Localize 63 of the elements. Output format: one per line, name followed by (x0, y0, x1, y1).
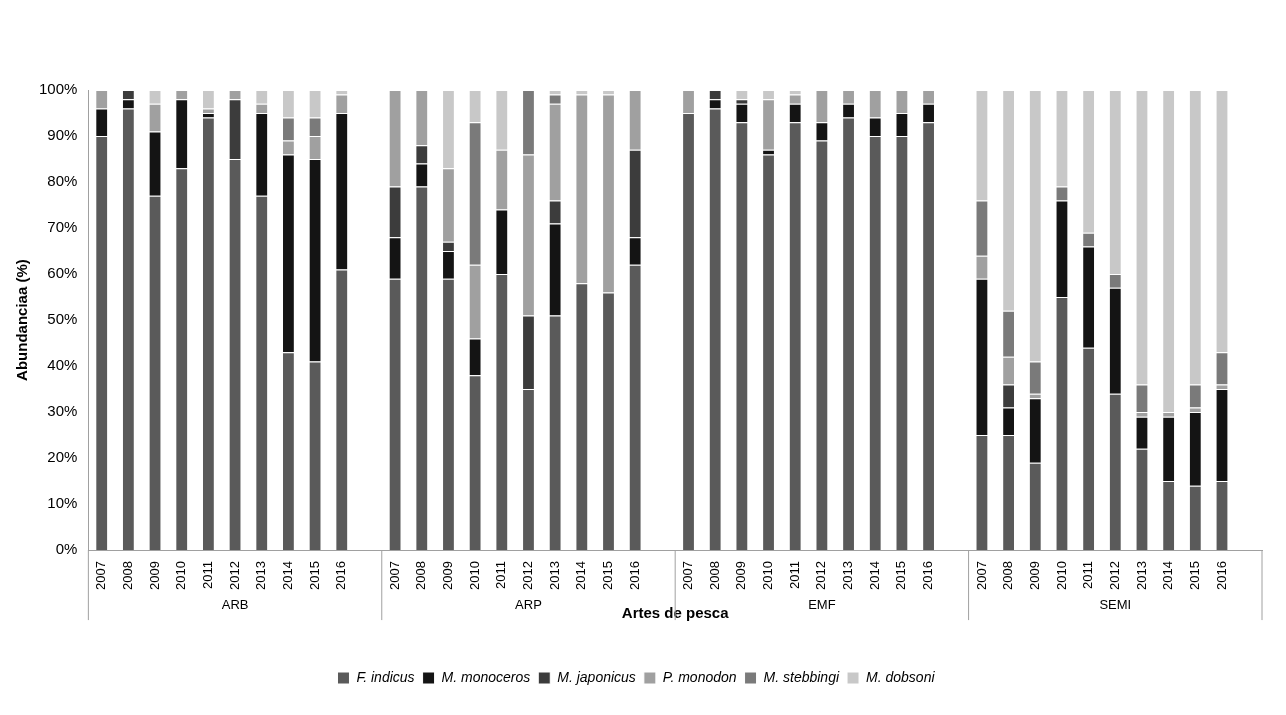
x-tick-label: 2007 (386, 561, 402, 590)
x-tick-label: 2012 (520, 561, 536, 590)
x-tick-label: 2016 (920, 561, 936, 590)
x-tick-label: 2008 (1000, 561, 1016, 590)
legend-label: M. monoceros (441, 668, 531, 685)
x-tick-label: 2014 (279, 561, 295, 590)
x-tick-label: 2015 (1186, 561, 1202, 590)
x-tick-label: 2008 (413, 561, 429, 590)
x-tick-label: 2015 (306, 561, 322, 590)
x-tick-label: 2016 (626, 561, 642, 590)
y-tick-label: 10% (47, 494, 78, 512)
legend-label: M. japonicus (557, 668, 636, 685)
x-tick-label: 2012 (1106, 561, 1122, 590)
y-axis-title: Abundanciaa (%) (13, 259, 31, 381)
x-tick-label: 2007 (973, 561, 989, 590)
text: EMF (808, 596, 836, 612)
text: ARB (221, 596, 249, 612)
x-tick-label: 2013 (1133, 561, 1149, 590)
x-tick-label: 2012 (226, 561, 242, 590)
y-tick-label: 70% (47, 218, 78, 236)
x-tick-label: 2007 (93, 561, 109, 590)
x-tick-label: 2010 (173, 561, 189, 590)
x-tick-label: 2009 (1026, 561, 1042, 590)
x-tick-label: 2014 (573, 561, 589, 590)
x-tick-label: 2011 (199, 561, 215, 590)
x-tick-label: 2011 (493, 561, 509, 590)
y-tick-label: 100% (38, 80, 78, 98)
x-tick-label: 2013 (546, 561, 562, 590)
x-tick-label: 2015 (600, 561, 616, 590)
legend-label: M. dobsoni (866, 668, 936, 685)
x-tick-label: 2014 (1160, 561, 1176, 590)
x-tick-label: 2010 (760, 561, 776, 590)
x-tick-label: 2013 (253, 561, 269, 590)
y-tick-label: 30% (47, 402, 78, 420)
x-tick-label: 2010 (1053, 561, 1069, 590)
x-tick-label: 2008 (119, 561, 135, 590)
y-tick-label: 90% (47, 126, 78, 144)
legend-label: F. indicus (356, 668, 415, 685)
x-tick-label: 2007 (680, 561, 696, 590)
legend-label: M. stebbingi (763, 668, 840, 685)
x-tick-label: 2011 (786, 561, 802, 590)
y-tick-label: 0% (55, 540, 78, 558)
text: SEMI (1099, 596, 1132, 612)
x-tick-label: 2010 (466, 561, 482, 590)
y-tick-label: 20% (47, 448, 78, 466)
x-tick-label: 2016 (333, 561, 349, 590)
x-axis-title: Artes de pesca (621, 604, 730, 622)
x-tick-label: 2013 (840, 561, 856, 590)
y-tick-label: 40% (47, 356, 78, 374)
legend-label: P. monodon (662, 668, 737, 685)
x-tick-label: 2009 (440, 561, 456, 590)
x-tick-label: 2014 (866, 561, 882, 590)
y-tick-label: 50% (47, 310, 78, 328)
x-tick-label: 2012 (813, 561, 829, 590)
y-tick-label: 60% (47, 264, 78, 282)
y-tick-label: 80% (47, 172, 78, 190)
x-tick-label: 2016 (1213, 561, 1229, 590)
x-tick-label: 2015 (893, 561, 909, 590)
text: ARP (515, 596, 542, 612)
x-tick-label: 2011 (1080, 561, 1096, 590)
x-tick-label: 2009 (146, 561, 162, 590)
x-tick-label: 2009 (733, 561, 749, 590)
x-tick-label: 2008 (706, 561, 722, 590)
